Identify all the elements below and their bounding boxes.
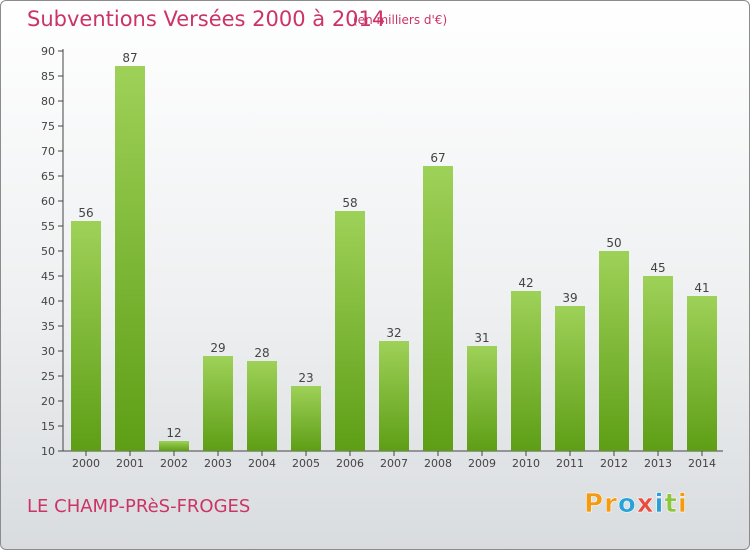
x-tick-label: 2006: [336, 457, 364, 470]
logo-letter: o: [617, 489, 637, 520]
x-tick-label: 2004: [248, 457, 276, 470]
y-tick-label: 45: [41, 270, 55, 283]
data-label: 67: [430, 151, 445, 165]
bar: [379, 341, 409, 451]
x-tick-label: 2012: [600, 457, 628, 470]
bar: [247, 361, 277, 451]
bar: [159, 441, 189, 451]
y-tick-label: 15: [41, 420, 55, 433]
bar: [71, 221, 101, 451]
bar: [687, 296, 717, 451]
data-label: 39: [562, 291, 577, 305]
bar: [511, 291, 541, 451]
data-label: 41: [694, 281, 709, 295]
chart-subtitle: (en milliers d'€): [353, 13, 448, 27]
bar: [467, 346, 497, 451]
data-label: 23: [298, 371, 313, 385]
bar: [423, 166, 453, 451]
x-tick-label: 2005: [292, 457, 320, 470]
data-labels: 56 87 12 29 28 23 58 32 67 31 42 39 50 45 41: [78, 51, 709, 440]
x-tick-label: 2013: [644, 457, 672, 470]
x-tick-label: 2011: [556, 457, 584, 470]
logo-letter: i: [654, 489, 665, 520]
x-tick-label: 2003: [204, 457, 232, 470]
y-tick-label: 80: [41, 95, 55, 108]
bar: [599, 251, 629, 451]
bars: [71, 66, 717, 451]
y-tick-label: 40: [41, 295, 55, 308]
data-label: 29: [210, 341, 225, 355]
x-tick-label: 2008: [424, 457, 452, 470]
data-label: 28: [254, 346, 269, 360]
commune-name: LE CHAMP-PRèS-FROGES: [27, 496, 251, 517]
data-label: 12: [166, 426, 181, 440]
y-tick-label: 55: [41, 220, 55, 233]
y-tick-label: 30: [41, 345, 55, 358]
y-tick-label: 10: [41, 445, 55, 458]
y-tick-label: 25: [41, 370, 55, 383]
data-label: 87: [122, 51, 137, 65]
data-label: 50: [606, 236, 621, 250]
y-tick-label: 85: [41, 70, 55, 83]
y-tick-label: 75: [41, 120, 55, 133]
bar: [203, 356, 233, 451]
bar: [291, 386, 321, 451]
logo-letter: r: [604, 489, 618, 520]
data-label: 32: [386, 326, 401, 340]
data-label: 45: [650, 261, 665, 275]
data-label: 56: [78, 206, 93, 220]
logo-letter: x: [636, 489, 655, 520]
chart-title: Subventions Versées 2000 à 2014: [27, 7, 386, 31]
y-tick-label: 60: [41, 195, 55, 208]
y-tick-label: 70: [41, 145, 55, 158]
logo-letter: i: [677, 489, 688, 520]
x-tick-label: 2007: [380, 457, 408, 470]
bar: [555, 306, 585, 451]
data-label: 42: [518, 276, 533, 290]
x-tick-label: 2014: [688, 457, 716, 470]
x-tick-label: 2010: [512, 457, 540, 470]
data-label: 58: [342, 196, 357, 210]
bar: [335, 211, 365, 451]
logo-letter: t: [664, 489, 678, 520]
x-tick-label: 2002: [160, 457, 188, 470]
x-tick-label: 2001: [116, 457, 144, 470]
y-tick-label: 20: [41, 395, 55, 408]
logo-letter: P: [584, 489, 605, 520]
y-tick-label: 50: [41, 245, 55, 258]
bar: [115, 66, 145, 451]
axes: 10 15 20 25 30 35 40 45 50 55 60 65 70 75 80 85 90 2000 20…: [41, 45, 723, 470]
y-tick-label: 90: [41, 45, 55, 58]
y-tick-label: 65: [41, 170, 55, 183]
x-tick-label: 2000: [72, 457, 100, 470]
bar: [643, 276, 673, 451]
y-tick-label: 35: [41, 320, 55, 333]
data-label: 31: [474, 331, 489, 345]
proxiti-logo: Proxiti: [584, 489, 688, 520]
x-tick-label: 2009: [468, 457, 496, 470]
